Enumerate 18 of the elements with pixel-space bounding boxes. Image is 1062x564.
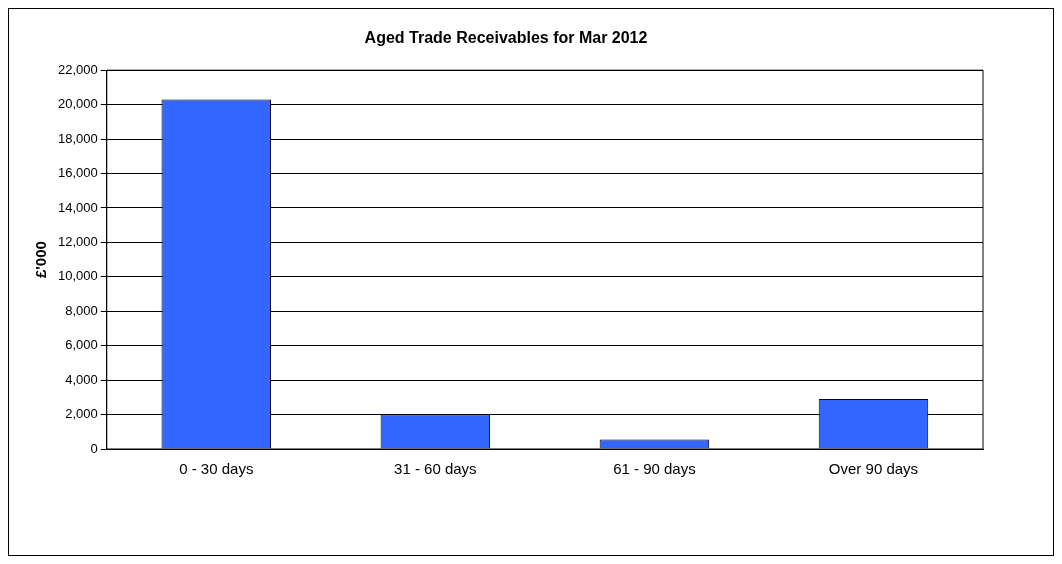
y-tick-label: 4,000 (65, 371, 98, 387)
x-tick-label: Over 90 days (828, 460, 919, 478)
y-tick-label: 2,000 (65, 406, 98, 422)
y-tick-label: 10,000 (58, 268, 98, 284)
y-tick-label: 12,000 (58, 233, 98, 249)
x-tick-label: 31 - 60 days (394, 460, 477, 478)
y-tick-label: 22,000 (58, 61, 98, 77)
y-tick-label: 20,000 (58, 96, 98, 112)
y-tick-label: 18,000 (58, 130, 98, 146)
y-tick-label: 0 (90, 440, 98, 456)
x-tick-label: 0 - 30 days (179, 460, 254, 478)
y-tick-label: 14,000 (58, 199, 98, 215)
y-tick-label: 6,000 (65, 337, 98, 353)
y-tick-label: 8,000 (65, 302, 98, 318)
y-tick-label: 16,000 (58, 165, 98, 181)
y-axis-title: £'000 (32, 241, 50, 279)
x-tick-label: 61 - 90 days (613, 460, 696, 478)
chart-title: Aged Trade Receivables for Mar 2012 (364, 29, 648, 47)
